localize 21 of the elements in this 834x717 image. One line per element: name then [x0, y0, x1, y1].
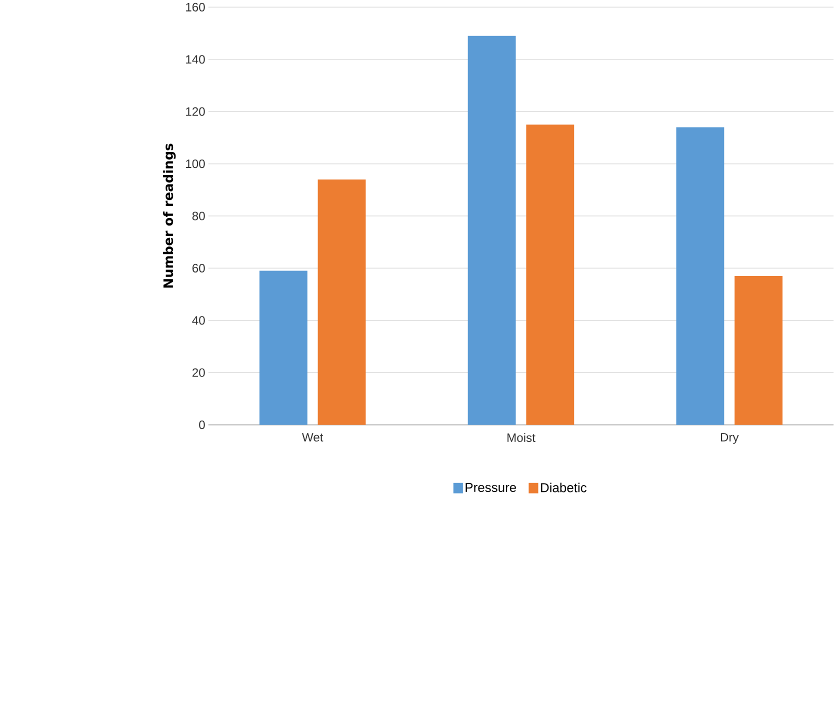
y-tick-label: 20: [192, 368, 205, 377]
x-tick-label: Wet: [302, 433, 324, 442]
bar: [259, 270, 308, 425]
y-tick-label: 160: [186, 2, 205, 12]
y-axis-title: Number of readings: [163, 144, 176, 288]
y-tick-label: 60: [192, 264, 205, 272]
y-tick-label: 120: [186, 107, 205, 116]
legend-label: Diabetic: [541, 482, 586, 492]
bar: [676, 127, 724, 425]
y-tick-label: 40: [192, 316, 205, 325]
x-tick-label: Dry: [720, 433, 739, 444]
x-tick-label: Moist: [508, 433, 536, 442]
y-tick-label: 100: [186, 159, 205, 168]
bar: [318, 179, 366, 425]
y-tick-label: 0: [199, 420, 205, 430]
bar: [468, 36, 516, 425]
bar: [734, 276, 783, 425]
y-tick-label: 140: [186, 54, 205, 64]
y-tick-label: 80: [192, 212, 205, 220]
bar: [526, 124, 574, 425]
legend-label: Pressure: [466, 482, 516, 492]
